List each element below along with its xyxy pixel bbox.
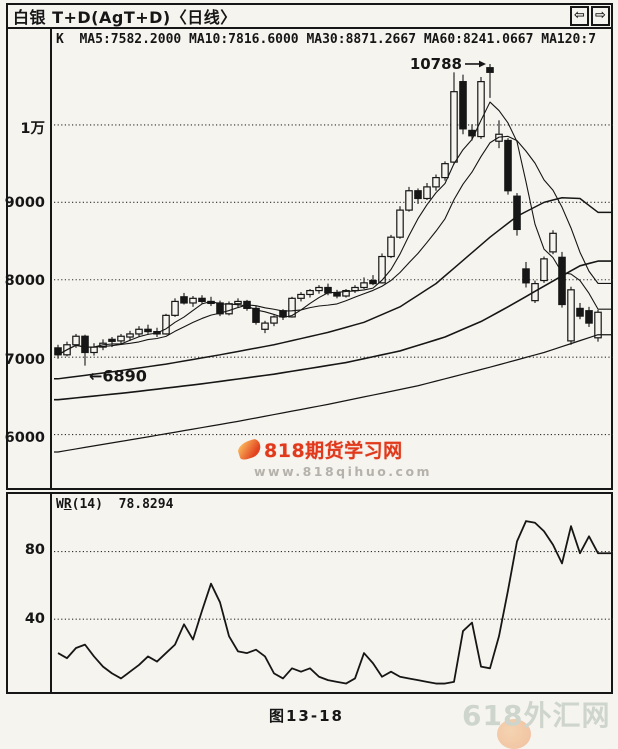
candlestick-chart: 10788 ←6890 xyxy=(54,55,613,453)
wr-indicator-readout: WR(14) 78.8294 xyxy=(56,497,612,513)
wr-indicator-panel: 80 40 WR(14) 78.8294 xyxy=(6,492,613,694)
title-bar: 白银 T+D(AgT+D)〈日线〉 ⇦ ⇨ xyxy=(6,3,613,29)
price-axis-label-6000: 6000 xyxy=(4,430,45,446)
watermark-818: 818期货学习网 www.818qihuo.com xyxy=(235,436,433,479)
svg-text:←6890: ←6890 xyxy=(89,367,147,386)
watermark-logo-icon xyxy=(235,437,264,462)
wr-current-value: 78.8294 xyxy=(118,497,174,512)
right-arrow-icon: ⇨ xyxy=(595,8,606,23)
ma-indicator-readout: K MA5:7582.2000 MA10:7816.6000 MA30:8871… xyxy=(56,32,597,47)
price-axis-label-8000: 8000 xyxy=(4,273,45,289)
nav-forward-button[interactable]: ⇨ xyxy=(591,6,610,26)
price-axis: 1万 9000 8000 7000 6000 xyxy=(4,29,52,488)
scanned-book-page: { "window": { "title": "白银 T+D(AgT+D)〈日线… xyxy=(4,3,613,749)
price-axis-label-9000: 9000 xyxy=(4,195,45,211)
watermark-site-url: www.818qihuo.com xyxy=(254,464,433,479)
wr-line-chart xyxy=(54,520,613,685)
wr-axis: 80 40 xyxy=(8,494,52,692)
nav-back-button[interactable]: ⇦ xyxy=(570,6,589,26)
wr-axis-label-40: 40 xyxy=(24,611,45,627)
wr-label-w: W xyxy=(56,497,64,512)
wr-label-params: (14) xyxy=(71,497,103,512)
figure-caption: 图13-18 xyxy=(269,707,344,725)
watermark-site-name: 818期货学习网 xyxy=(264,440,403,462)
wr-label-r: R xyxy=(63,497,72,512)
main-chart-panel: 1万 9000 8000 7000 6000 K MA5:7582.2000 M… xyxy=(4,29,613,490)
corner-watermark: 618外汇网 xyxy=(462,699,611,732)
price-axis-label-7000: 7000 xyxy=(4,352,45,368)
svg-text:10788: 10788 xyxy=(410,55,462,73)
window-title: 白银 T+D(AgT+D)〈日线〉 xyxy=(13,8,237,27)
price-axis-label-10000: 1万 xyxy=(20,121,45,137)
nav-buttons: ⇦ ⇨ xyxy=(570,6,610,26)
wr-spacer xyxy=(103,497,119,512)
left-arrow-icon: ⇦ xyxy=(574,8,585,23)
wr-axis-label-80: 80 xyxy=(24,542,45,558)
